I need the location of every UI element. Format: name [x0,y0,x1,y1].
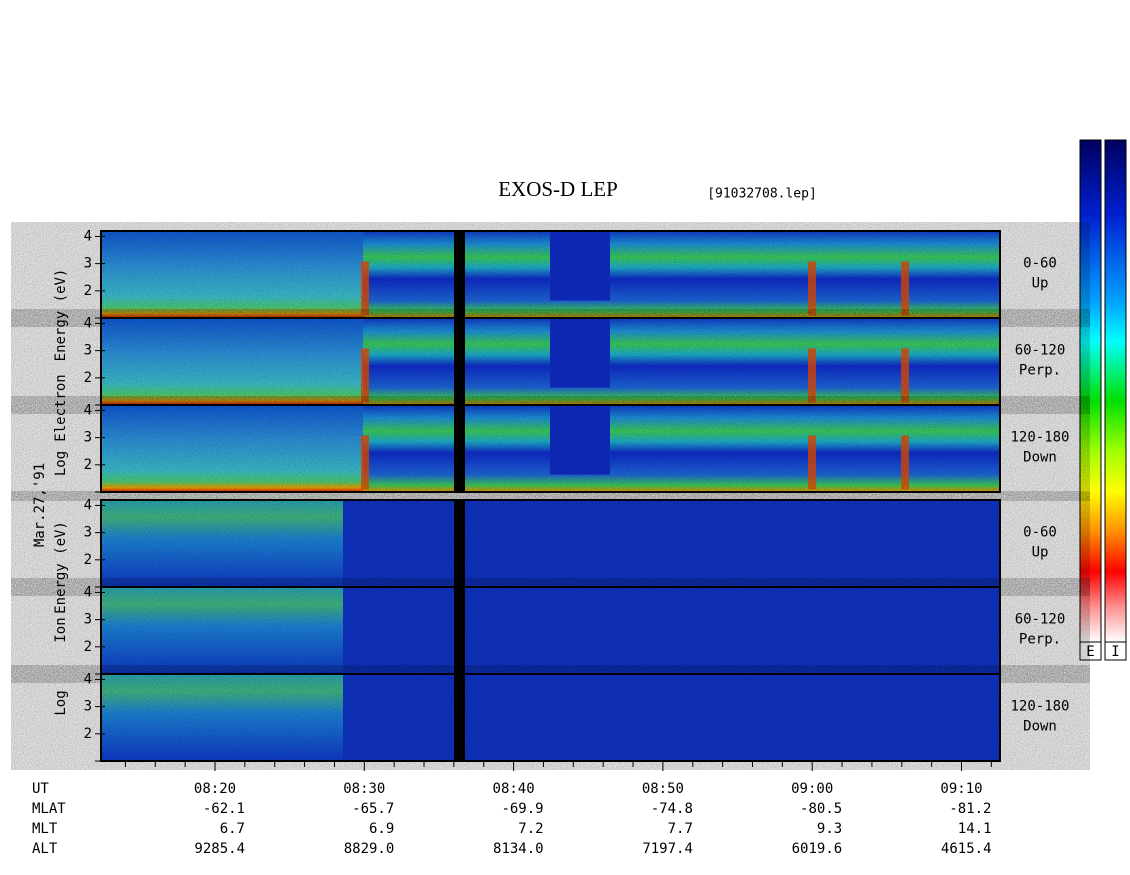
footer-value: 7.2 [518,821,543,837]
y-tick-label: 2 [84,370,92,386]
direction-label: Down [1023,450,1057,466]
file-label: [91032708.lep] [707,187,817,202]
y-tick-label: 4 [84,402,92,418]
pitch-label: 0-60 [1023,256,1057,272]
pitch-label: 120-180 [1010,430,1069,446]
footer-row-name: UT [32,781,49,797]
panel-frame [100,404,1001,493]
footer-row-name: ALT [32,841,58,857]
footer-value: 14.1 [958,821,992,837]
pitch-label: 120-180 [1010,699,1069,715]
data-gap [454,231,465,318]
y-axis-label: Log [53,690,69,715]
y-tick-label: 3 [84,256,92,272]
footer-value: -74.8 [651,801,693,817]
y-tick-label: 3 [84,430,92,446]
y-tick-label: 3 [84,525,92,541]
chart-title: EXOS-D LEP [498,177,618,201]
grain [101,405,1000,492]
footer-value: 8134.0 [493,841,544,857]
footer-value: 8829.0 [344,841,395,857]
data-gap [454,405,465,492]
y-tick-label: 4 [84,584,92,600]
date-label: Mar.27,'91 [32,463,48,547]
footer-value: -62.1 [203,801,245,817]
data-gap [454,674,465,761]
y-tick-label: 4 [84,497,92,513]
pitch-label: 60-120 [1015,343,1066,359]
y-axis-label: Log [53,451,69,476]
x-tick-label: 08:30 [343,781,385,797]
footer-value: 6.7 [220,821,245,837]
direction-label: Up [1032,545,1049,561]
x-tick-label: 09:00 [791,781,833,797]
direction-label: Up [1032,276,1049,292]
x-tick-label: 08:20 [194,781,236,797]
data-gap [454,587,465,674]
grain [101,231,1000,318]
x-tick-label: 08:50 [642,781,684,797]
y-axis-label: Ion [53,617,69,642]
colorbar-box [1104,641,1127,661]
y-tick-label: 2 [84,726,92,742]
direction-label: Perp. [1019,363,1061,379]
y-axis-label: Energy (eV) [53,269,69,362]
data-gap [454,500,465,587]
footer-value: 4615.4 [941,841,992,857]
y-tick-label: 2 [84,552,92,568]
grain [101,587,1000,674]
y-tick-label: 3 [84,343,92,359]
footer-value: 7197.4 [642,841,693,857]
pitch-label: 60-120 [1015,612,1066,628]
colorbar-box [1079,641,1102,661]
footer-value: 9285.4 [194,841,245,857]
footer-value: 6.9 [369,821,394,837]
footer-value: -65.7 [352,801,394,817]
y-axis-label: Electron [53,374,69,441]
y-tick-label: 4 [84,228,92,244]
footer-value: -80.5 [800,801,842,817]
y-tick-label: 2 [84,639,92,655]
y-tick-label: 3 [84,612,92,628]
data-gap [454,318,465,405]
footer-row-name: MLT [32,821,58,837]
y-tick-label: 2 [84,457,92,473]
y-tick-label: 4 [84,315,92,331]
footer-row-name: MLAT [32,801,66,817]
y-tick-label: 3 [84,699,92,715]
footer-value: -81.2 [949,801,991,817]
colorbar-e [1079,139,1102,643]
footer-value: 7.7 [668,821,693,837]
footer-value: -69.9 [501,801,543,817]
colorbar-i [1104,139,1127,643]
footer-value: 9.3 [817,821,842,837]
x-tick-label: 09:10 [940,781,982,797]
x-tick-label: 08:40 [493,781,535,797]
footer-value: 6019.6 [792,841,843,857]
colorbars: E I [1079,139,1127,661]
y-tick-label: 4 [84,671,92,687]
grain [101,674,1000,761]
grain [101,318,1000,405]
y-axis-label: Energy (eV) [53,521,69,614]
direction-label: Down [1023,719,1057,735]
colorbar-label: E [1086,644,1094,660]
colorbar-label: I [1111,644,1119,660]
y-tick-label: 2 [84,283,92,299]
pitch-label: 0-60 [1023,525,1057,541]
grain [101,500,1000,587]
direction-label: Perp. [1019,632,1061,648]
